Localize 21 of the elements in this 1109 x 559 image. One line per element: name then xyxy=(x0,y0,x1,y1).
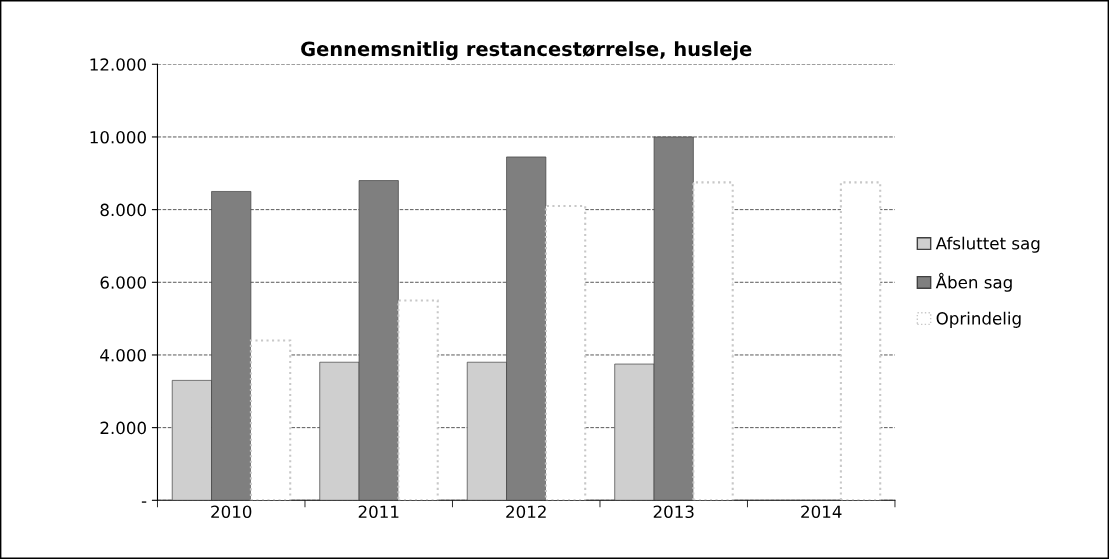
legend-label: Afsluttet sag xyxy=(935,236,1040,253)
bar xyxy=(249,339,292,501)
x-tick-label: 2010 xyxy=(211,505,252,519)
x-tick-label: 2013 xyxy=(653,505,694,519)
chart-title: Gennemsnitlig restancestørrelse, husleje xyxy=(301,41,752,61)
bar xyxy=(692,181,734,501)
x-tick-label: 2014 xyxy=(801,505,842,519)
legend-label: Oprindelig xyxy=(936,311,1021,328)
bar xyxy=(544,204,587,501)
y-tick-label: - xyxy=(141,501,147,503)
y-tick-label: 8.000 xyxy=(100,203,146,217)
legend-label: Åben sag xyxy=(935,272,1012,292)
y-tick-label: 12.000 xyxy=(90,58,146,71)
y-tick-label: 10.000 xyxy=(90,130,146,144)
y-tick-label: 4.000 xyxy=(100,348,146,362)
bar xyxy=(839,181,882,501)
y-tick-label: 2.000 xyxy=(100,421,146,435)
x-tick-label: 2012 xyxy=(506,505,546,519)
y-tick-label: 6.000 xyxy=(100,276,146,289)
x-tick-label: 2011 xyxy=(358,505,399,519)
bar xyxy=(397,299,439,501)
